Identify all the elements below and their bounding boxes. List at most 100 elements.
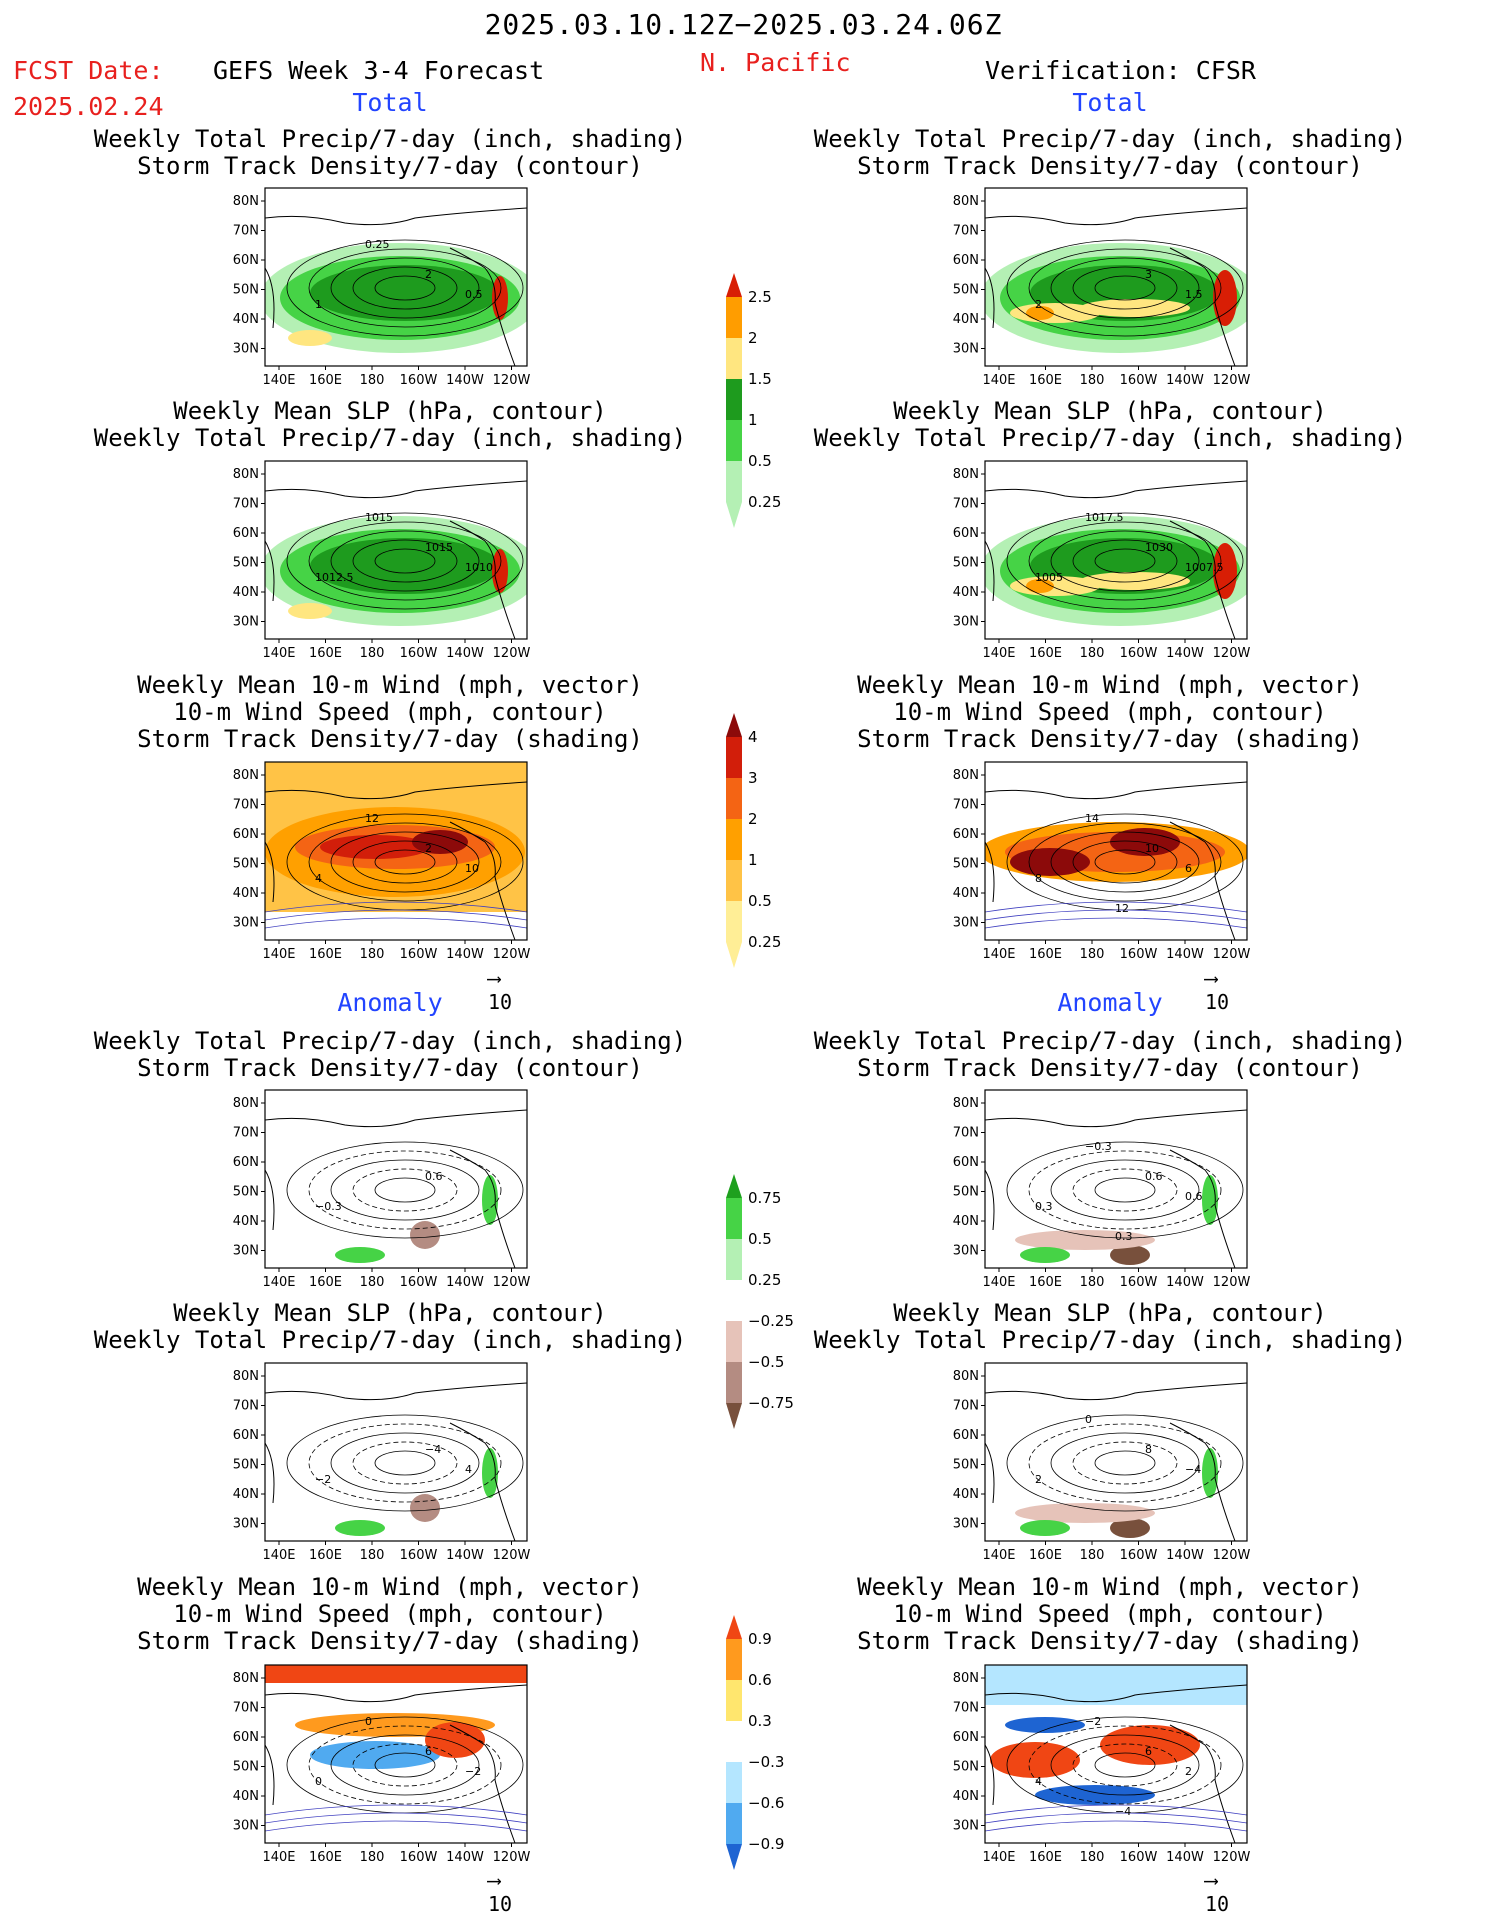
lon-tick-label: 180	[360, 947, 385, 962]
lat-tick-label: 60N	[233, 1155, 259, 1170]
region-label: N. Pacific	[700, 48, 851, 77]
lat-tick-label: 60N	[233, 526, 259, 541]
lat-tick-label: 60N	[953, 827, 979, 842]
contour-label: −4	[1185, 1463, 1201, 1476]
lon-tick-label: 180	[360, 1548, 385, 1563]
lat-tick-label: 50N	[233, 1458, 259, 1473]
lat-tick-label: 80N	[953, 1369, 979, 1384]
colorbar-tick-label: 1.5	[748, 370, 772, 388]
colorbar-tick-label: 0.5	[748, 452, 772, 470]
lat-tick-label: 40N	[233, 312, 259, 327]
lon-tick-label: 140E	[982, 646, 1015, 661]
lon-tick-label: 160E	[309, 1850, 342, 1865]
lat-tick-label: 40N	[953, 312, 979, 327]
lat-tick-label: 80N	[953, 467, 979, 482]
lon-tick-label: 180	[360, 1850, 385, 1865]
lat-tick-label: 50N	[233, 857, 259, 872]
contour-label: 4	[315, 872, 322, 885]
lon-tick-label: 120W	[1213, 646, 1251, 661]
lon-tick-label: 120W	[493, 1548, 531, 1563]
lon-tick-label: 140E	[262, 646, 295, 661]
contour-label: 6	[1185, 862, 1192, 875]
map-r3-right: 10 8 6 14 12 80N 70N 60N 50N 40N 30N 140E 160E 180 160…	[953, 761, 1251, 962]
lon-tick-label: 160E	[309, 646, 342, 661]
lon-tick-label: 140W	[1166, 1275, 1204, 1290]
contour-label: 0.3	[1115, 1230, 1133, 1243]
contour-label: −0.3	[1085, 1140, 1112, 1153]
lon-tick-label: 120W	[493, 1850, 531, 1865]
lon-tick-label: 180	[1080, 1275, 1105, 1290]
colorbar-tick-label: 0.25	[748, 933, 781, 951]
lon-tick-label: 180	[1080, 373, 1105, 388]
lat-tick-label: 70N	[953, 1701, 979, 1716]
colorbar-tick-label: 0.5	[748, 1230, 772, 1248]
contour-label: 14	[1085, 812, 1099, 825]
lon-tick-label: 160E	[1029, 1548, 1062, 1563]
lon-tick-label: 140E	[982, 947, 1015, 962]
lon-tick-label: 160E	[309, 1548, 342, 1563]
lat-tick-label: 40N	[953, 1789, 979, 1804]
lon-tick-label: 140W	[1166, 1850, 1204, 1865]
lat-tick-label: 70N	[233, 497, 259, 512]
lat-tick-label: 80N	[233, 1671, 259, 1686]
lon-tick-label: 120W	[1213, 947, 1251, 962]
lat-tick-label: 50N	[953, 1458, 979, 1473]
contour-label: 2	[1035, 298, 1042, 311]
contour-label: −4	[1115, 1805, 1131, 1818]
contour-label: 10	[465, 862, 479, 875]
lat-tick-label: 80N	[953, 1671, 979, 1686]
lon-tick-label: 120W	[493, 373, 531, 388]
colorbar-precip-anom: 0.75 0.5 0.25 −0.25 −0.5 −0.75	[726, 1174, 794, 1429]
lon-tick-label: 160W	[400, 1548, 438, 1563]
lat-tick-label: 30N	[233, 916, 259, 931]
lon-tick-label: 120W	[1213, 1548, 1251, 1563]
contour-label: −4	[425, 1443, 441, 1456]
colorbar-tick-label: −0.25	[748, 1312, 794, 1330]
contour-label: 1015	[425, 541, 453, 554]
lon-tick-label: 140W	[1166, 1548, 1204, 1563]
lat-tick-label: 40N	[233, 1487, 259, 1502]
contour-label: 0.6	[1185, 1190, 1203, 1203]
lon-tick-label: 120W	[493, 646, 531, 661]
contour-label: 4	[465, 1463, 472, 1476]
lat-tick-label: 50N	[953, 556, 979, 571]
vector-ref-arrow-icon: ⟶	[488, 1868, 501, 1892]
colorbar-tick-label: 0.25	[748, 493, 781, 511]
lon-tick-label: 160W	[1120, 947, 1158, 962]
colorbar-tick-label: 4	[748, 728, 758, 746]
contour-label: 0.6	[425, 1170, 443, 1183]
lon-tick-label: 160E	[309, 1275, 342, 1290]
contour-label: 12	[365, 812, 379, 825]
fcst-date-label: FCST Date:	[13, 56, 164, 85]
lat-tick-label: 60N	[233, 827, 259, 842]
lon-tick-label: 140E	[262, 373, 295, 388]
lon-tick-label: 160W	[1120, 646, 1158, 661]
lon-tick-label: 140E	[262, 1548, 295, 1563]
lat-tick-label: 30N	[953, 1244, 979, 1259]
lat-tick-label: 50N	[233, 283, 259, 298]
lon-tick-label: 180	[360, 646, 385, 661]
lon-tick-label: 140E	[982, 1548, 1015, 1563]
contour-label: 1005	[1035, 571, 1063, 584]
lat-tick-label: 60N	[953, 1155, 979, 1170]
colorbar-tick-label: 1	[748, 851, 758, 869]
title-r1-right: Weekly Total Precip/7-day (inch, shading…	[813, 125, 1407, 180]
contour-label: 0	[365, 1715, 372, 1728]
lat-tick-label: 40N	[233, 886, 259, 901]
section-anomaly-right: Anomaly	[1057, 988, 1163, 1017]
title-r5-left: Weekly Mean SLP (hPa, contour) Weekly To…	[93, 1299, 687, 1354]
contour-label: 1.5	[1185, 288, 1203, 301]
lat-tick-label: 80N	[233, 1096, 259, 1111]
vector-ref-r3-right: ⟶ 10	[1205, 966, 1229, 1014]
lon-tick-label: 140W	[446, 646, 484, 661]
title-r3-left: Weekly Mean 10-m Wind (mph, vector) 10-m…	[137, 671, 643, 753]
lon-tick-label: 160W	[400, 1275, 438, 1290]
lon-tick-label: 180	[1080, 1850, 1105, 1865]
vector-ref-value: 10	[488, 1892, 513, 1916]
lat-tick-label: 70N	[233, 1701, 259, 1716]
lat-tick-label: 50N	[953, 283, 979, 298]
lat-tick-label: 70N	[233, 1399, 259, 1414]
lat-tick-label: 60N	[953, 526, 979, 541]
lat-tick-label: 50N	[953, 857, 979, 872]
lat-tick-label: 30N	[233, 1244, 259, 1259]
